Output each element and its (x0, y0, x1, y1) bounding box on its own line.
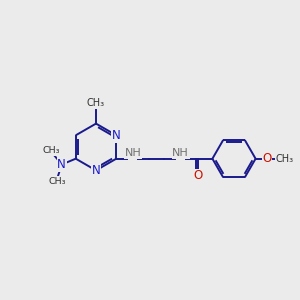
Text: CH₃: CH₃ (48, 177, 66, 186)
Text: N: N (112, 129, 121, 142)
Text: CH₃: CH₃ (276, 154, 294, 164)
Text: CH₃: CH₃ (87, 98, 105, 108)
Text: N: N (57, 158, 66, 171)
Text: N: N (92, 164, 100, 177)
Text: O: O (194, 169, 202, 182)
Text: CH₃: CH₃ (42, 146, 60, 155)
Text: NH: NH (172, 148, 189, 158)
Text: NH: NH (124, 148, 141, 158)
Text: O: O (262, 152, 272, 165)
